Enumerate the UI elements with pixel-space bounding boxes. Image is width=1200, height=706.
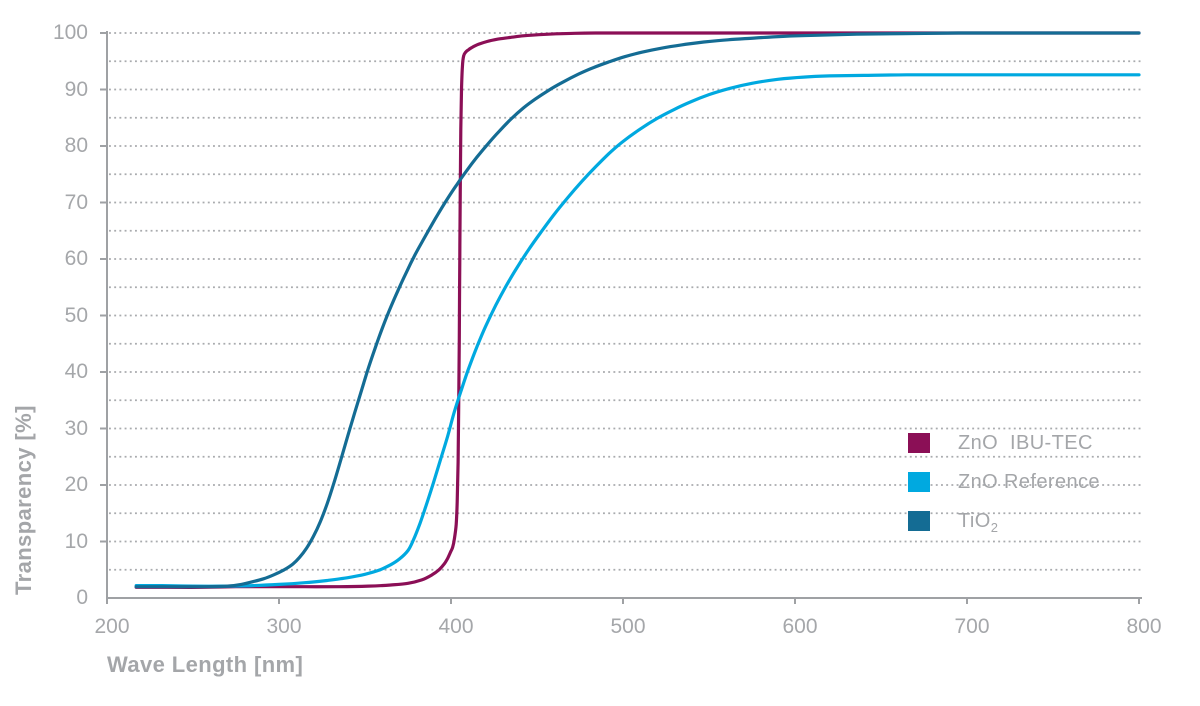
legend-label-zno-ibu-tec: ZnO IBU-TEC bbox=[958, 431, 1093, 454]
y-tick-label-20: 20 bbox=[64, 473, 88, 496]
x-tick-label-500: 500 bbox=[610, 615, 646, 638]
legend-item-zno-reference: ZnO Reference bbox=[908, 470, 1100, 493]
series-line-zno-ibu-tec bbox=[134, 31, 1141, 589]
x-tick-label-800: 800 bbox=[1126, 615, 1162, 638]
y-tick-label-0: 0 bbox=[76, 586, 88, 609]
legend-swatch-tio2 bbox=[908, 511, 930, 531]
series-line-tio2 bbox=[134, 31, 1141, 589]
x-axis-title: Wave Length [nm] bbox=[107, 652, 304, 677]
legend-label-tio2: TiO2 bbox=[958, 509, 999, 535]
x-tick-label-600: 600 bbox=[782, 615, 818, 638]
y-axis-title: Transparency [%] bbox=[11, 405, 36, 595]
legend-label-zno-reference: ZnO Reference bbox=[958, 470, 1100, 493]
x-tick-label-300: 300 bbox=[266, 615, 302, 638]
legend-label-subscript: 2 bbox=[990, 519, 999, 535]
series-line-zno-reference bbox=[134, 73, 1141, 588]
legend-item-tio2: TiO2 bbox=[908, 509, 1100, 535]
legend-swatch-zno-ibu-tec bbox=[908, 433, 930, 453]
y-tick-label-50: 50 bbox=[64, 303, 88, 327]
y-tick-label-70: 70 bbox=[64, 190, 88, 214]
y-tick-label-80: 80 bbox=[64, 134, 88, 157]
y-tick-label-10: 10 bbox=[64, 529, 88, 553]
legend: ZnO IBU-TEC ZnO Reference TiO2 bbox=[908, 431, 1100, 550]
y-tick-label-90: 90 bbox=[64, 77, 88, 101]
legend-item-zno-ibu-tec: ZnO IBU-TEC bbox=[908, 431, 1100, 454]
x-tick-label-400: 400 bbox=[438, 615, 474, 638]
x-tick-label-700: 700 bbox=[954, 615, 990, 638]
y-tick-label-40: 40 bbox=[64, 360, 88, 383]
x-tick-label-200: 200 bbox=[94, 615, 130, 638]
y-tick-label-60: 60 bbox=[64, 247, 88, 270]
y-tick-label-100: 100 bbox=[52, 21, 88, 44]
y-tick-label-30: 30 bbox=[64, 416, 88, 440]
legend-swatch-zno-reference bbox=[908, 472, 930, 492]
